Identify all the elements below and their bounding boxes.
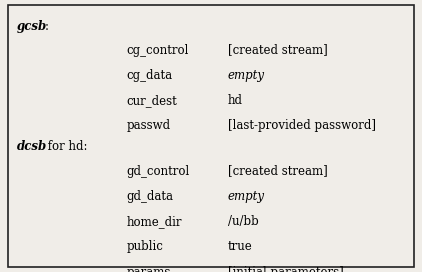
- Text: for hd:: for hd:: [44, 140, 88, 153]
- Text: empty: empty: [228, 69, 265, 82]
- Text: public: public: [127, 240, 163, 254]
- Text: /u/bb: /u/bb: [228, 215, 259, 228]
- Text: hd: hd: [228, 94, 243, 107]
- Text: gd_data: gd_data: [127, 190, 173, 203]
- Text: [created stream]: [created stream]: [228, 44, 327, 57]
- Text: :: :: [44, 20, 48, 33]
- Text: gd_control: gd_control: [127, 165, 190, 178]
- Text: cg_data: cg_data: [127, 69, 173, 82]
- Text: empty: empty: [228, 190, 265, 203]
- Text: dcsb: dcsb: [17, 140, 47, 153]
- Text: [initial parameters]: [initial parameters]: [228, 266, 344, 272]
- Text: gcsb: gcsb: [17, 20, 47, 33]
- Text: params: params: [127, 266, 171, 272]
- Text: home_dir: home_dir: [127, 215, 182, 228]
- Text: cur_dest: cur_dest: [127, 94, 177, 107]
- Text: cg_control: cg_control: [127, 44, 189, 57]
- Text: passwd: passwd: [127, 119, 171, 132]
- Text: [created stream]: [created stream]: [228, 165, 327, 178]
- Text: [last-provided password]: [last-provided password]: [228, 119, 376, 132]
- Text: true: true: [228, 240, 253, 254]
